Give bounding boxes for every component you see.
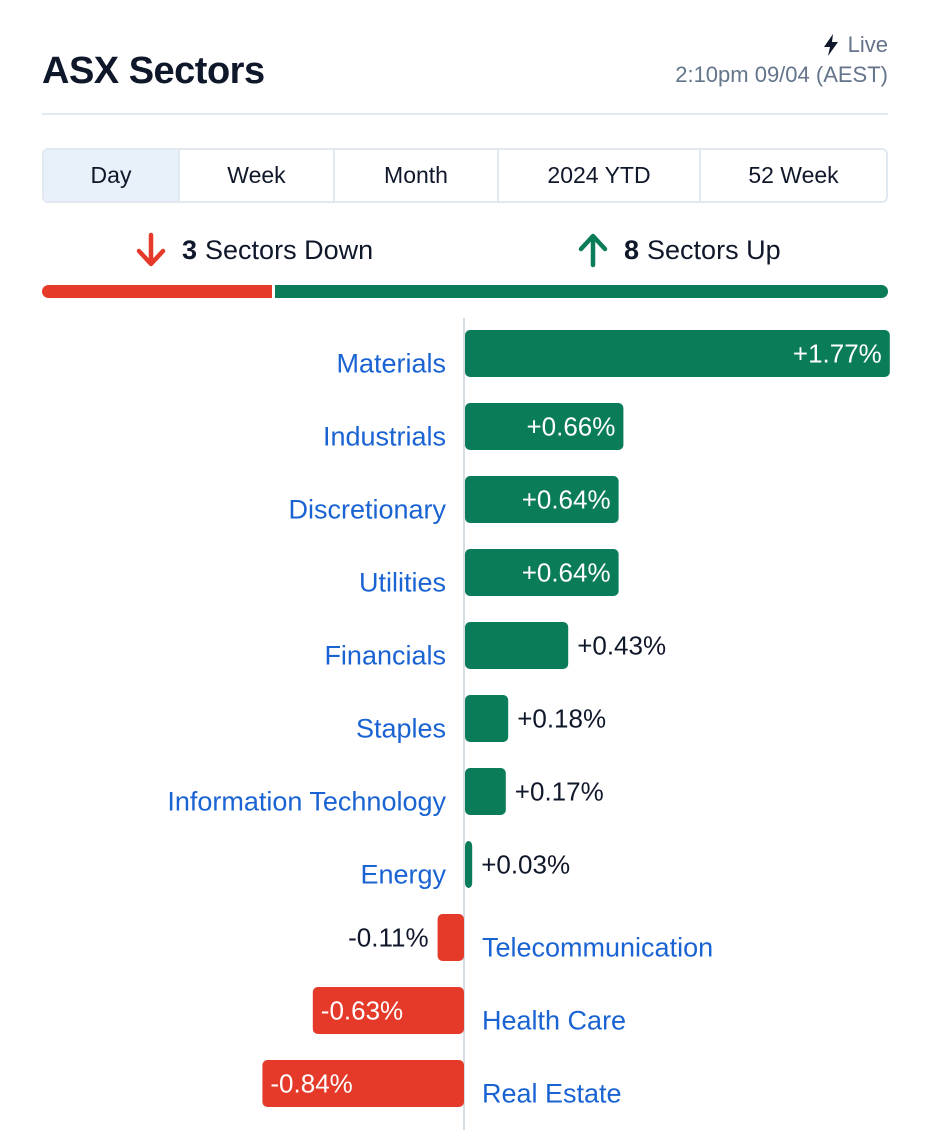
sectors-down-text: Sectors Down xyxy=(205,234,374,265)
sector-label[interactable]: Financials xyxy=(324,641,446,671)
bar-materials[interactable] xyxy=(465,330,890,377)
tab-2024-ytd[interactable]: 2024 YTD xyxy=(499,150,701,201)
value-label: +0.03% xyxy=(481,850,570,880)
breadth-bar-up xyxy=(275,285,888,298)
bar-real-estate[interactable] xyxy=(262,1060,464,1107)
sector-label[interactable]: Information Technology xyxy=(167,787,446,817)
value-label: +0.18% xyxy=(517,704,606,734)
value-label: +0.64% xyxy=(522,485,611,515)
sector-label[interactable]: Health Care xyxy=(482,1006,626,1036)
bar-staples[interactable] xyxy=(465,695,509,742)
bar-utilities[interactable] xyxy=(465,549,619,596)
bar-discretionary[interactable] xyxy=(465,476,619,523)
value-label: +0.66% xyxy=(526,412,615,442)
tab-day[interactable]: Day xyxy=(44,150,180,201)
value-label: -0.11% xyxy=(348,923,428,953)
tab-month[interactable]: Month xyxy=(335,150,499,201)
value-label: +1.77% xyxy=(793,339,882,369)
bar-information-technology[interactable] xyxy=(465,768,506,815)
sector-label[interactable]: Discretionary xyxy=(288,495,446,525)
sector-label[interactable]: Telecommunication xyxy=(482,933,713,963)
sectors-up-count: 8 xyxy=(624,234,640,265)
live-indicator: Live xyxy=(822,32,888,58)
tab-52-week[interactable]: 52 Week xyxy=(748,162,839,188)
value-label: +0.64% xyxy=(522,558,611,588)
sector-label[interactable]: Materials xyxy=(336,349,446,379)
tab-week[interactable]: Week xyxy=(180,150,335,201)
bar-industrials[interactable] xyxy=(465,403,624,450)
sector-label[interactable]: Real Estate xyxy=(482,1079,622,1109)
arrow-up-icon xyxy=(578,233,608,268)
value-label: +0.43% xyxy=(577,631,666,661)
bar-financials[interactable] xyxy=(465,622,569,669)
sectors-up-text: Sectors Up xyxy=(647,234,781,265)
sector-label[interactable]: Staples xyxy=(356,714,446,744)
period-tabs: Day Week Month 2024 YTD 52 Week xyxy=(42,148,888,203)
breadth-bar-down xyxy=(42,285,272,298)
value-label: -0.84% xyxy=(270,1069,352,1099)
sectors-down-count: 3 xyxy=(182,234,198,265)
sector-bar-chart: Materials +1.77% Industrials +0.66% Discreti… xyxy=(167,318,890,1130)
value-label: +0.17% xyxy=(515,777,604,807)
bar-health-care[interactable] xyxy=(312,987,464,1034)
sectors-up-summary: 8 Sectors Up xyxy=(576,232,781,268)
sectors-down-summary: 3 Sectors Down xyxy=(134,232,373,268)
sector-label[interactable]: Energy xyxy=(360,860,446,890)
timestamp: 2:10pm 09/04 (AEST) xyxy=(675,62,888,87)
lightning-bolt-icon xyxy=(823,34,838,56)
bar-telecommunication[interactable] xyxy=(437,914,464,961)
sector-label[interactable]: Industrials xyxy=(323,422,446,452)
header-divider xyxy=(42,113,888,115)
sector-label[interactable]: Utilities xyxy=(359,568,446,598)
arrow-down-icon xyxy=(136,232,166,267)
live-label: Live xyxy=(847,32,888,57)
value-label: -0.63% xyxy=(321,996,403,1026)
bar-energy[interactable] xyxy=(465,841,473,888)
page-title: ASX Sectors xyxy=(42,50,265,92)
